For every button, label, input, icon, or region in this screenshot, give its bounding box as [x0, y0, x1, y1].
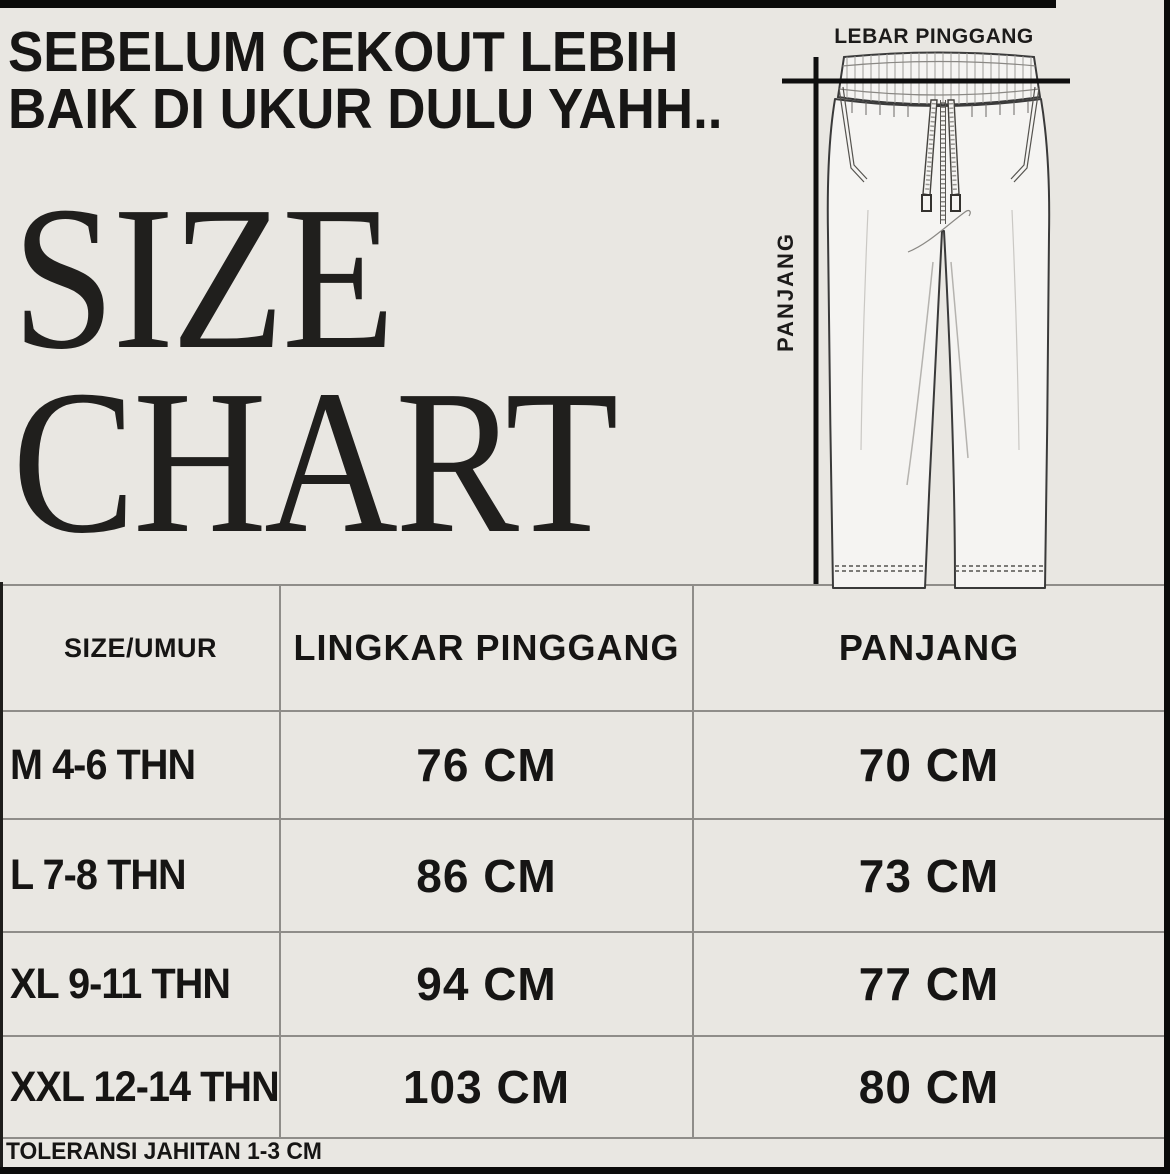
waist-cell: 94 CM — [281, 933, 694, 1037]
size-cell: XXL 12-14 THN — [2, 1037, 281, 1137]
size-cell: XL 9-11 THN — [2, 933, 281, 1037]
notice-text: SEBELUM CEKOUT LEBIH BAIK DI UKUR DULU Y… — [8, 20, 723, 141]
waist-cell: 103 CM — [281, 1037, 694, 1137]
title-line-1: SIZE — [12, 163, 395, 392]
pants-body — [826, 98, 1051, 589]
right-edge-bar — [1164, 0, 1170, 1174]
length-cell: 77 CM — [694, 933, 1164, 1037]
waist-cell: 76 CM — [281, 712, 694, 820]
size-cell: L 7-8 THN — [2, 820, 281, 933]
column-header-panjang: PANJANG — [694, 586, 1164, 712]
length-label: PANJANG — [773, 232, 798, 352]
waist-cell: 86 CM — [281, 820, 694, 933]
waist-width-label: LEBAR PINGGANG — [834, 25, 1034, 48]
length-cell: 70 CM — [694, 712, 1164, 820]
size-label: L 7-8 THN — [10, 851, 187, 899]
column-header-size-umur: SIZE/UMUR — [2, 586, 281, 712]
crease-lines — [860, 209, 1020, 486]
length-cell: 73 CM — [694, 820, 1164, 933]
gather-marks — [851, 101, 1029, 117]
length-cell: 80 CM — [858, 1061, 1000, 1113]
drawstring — [921, 99, 961, 212]
fly-seam — [940, 100, 946, 224]
pants-illustration — [782, 51, 1070, 589]
size-label: XXL 12-14 THN — [10, 1062, 280, 1111]
page-title: SIZE CHART — [12, 163, 618, 576]
notice-line-1: SEBELUM CEKOUT LEBIH — [8, 20, 679, 84]
pants-diagram: LEBAR PINGGANG PANJANG — [740, 0, 1170, 592]
title-line-2: CHART — [12, 347, 618, 576]
size-cell: M 4-6 THN — [2, 712, 281, 820]
column-header-lingkar-pinggang: LINGKAR PINGGANG — [281, 586, 694, 712]
size-label: M 4-6 THN — [10, 740, 196, 789]
bottom-edge-bar — [0, 1167, 1170, 1174]
size-table: SIZE/UMUR LINGKAR PINGGANG PANJANG M 4-6… — [0, 584, 1166, 1139]
pocket-seams — [838, 86, 1040, 183]
size-label: XL 9-11 THN — [10, 959, 231, 1008]
top-edge-bar — [0, 0, 1056, 8]
notice-line-2: BAIK DI UKUR DULU YAHH.. — [8, 78, 723, 141]
left-edge-bar — [0, 582, 3, 1174]
tolerance-note: TOLERANSI JAHITAN 1-3 CM — [6, 1138, 322, 1165]
hem-stitching — [835, 565, 1044, 572]
measurement-lines — [782, 57, 1070, 584]
